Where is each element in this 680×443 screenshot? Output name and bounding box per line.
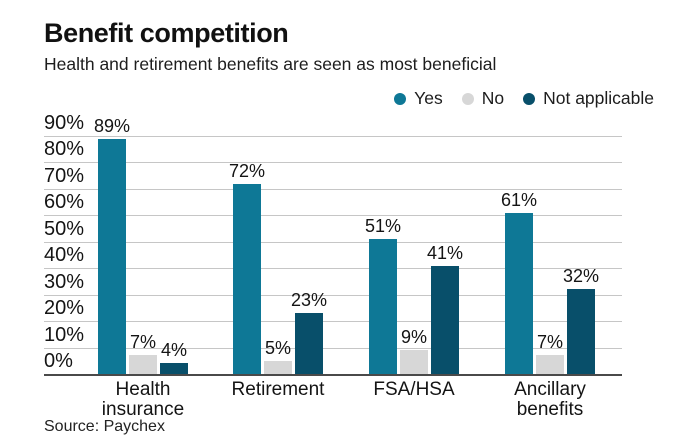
y-axis-tick-label: 30% — [44, 271, 85, 293]
gridline-80 — [44, 162, 622, 163]
legend-label: Not applicable — [543, 88, 654, 108]
gridline-90 — [44, 136, 622, 137]
x-axis-category-label: Retirement — [231, 379, 325, 400]
legend-label: Yes — [414, 88, 443, 108]
bar-value-label: 41% — [426, 243, 464, 263]
bar-value-label: 61% — [500, 190, 538, 210]
bar-value-label: 9% — [400, 327, 428, 347]
bar-value-label: 7% — [129, 332, 157, 352]
y-axis-tick-label: 40% — [44, 244, 85, 266]
bar-value-label: 72% — [228, 161, 266, 181]
bar-value-label: 23% — [290, 290, 328, 310]
legend-dot-icon — [461, 92, 474, 105]
bar-value-label: 5% — [264, 338, 292, 358]
chart-legend: Yes No Not applicable — [394, 88, 654, 109]
y-axis-tick-label: 60% — [44, 191, 85, 213]
bar-value-label: 4% — [160, 340, 188, 360]
gridline-70 — [44, 189, 622, 190]
y-axis-tick-label: 90% — [44, 112, 85, 134]
bar-not-applicable-2 — [431, 266, 459, 374]
bar-yes-1 — [233, 184, 261, 374]
y-axis-tick-label: 80% — [44, 138, 85, 160]
chart-subtitle: Health and retirement benefits are seen … — [44, 54, 497, 74]
y-axis-tick-label: 20% — [44, 297, 85, 319]
legend-item-not-applicable: Not applicable — [523, 88, 654, 109]
bar-no-2 — [400, 350, 428, 374]
gridline-20 — [44, 321, 622, 322]
bar-not-applicable-3 — [567, 289, 595, 374]
bar-value-label: 32% — [562, 266, 600, 286]
legend-label: No — [481, 88, 505, 108]
gridline-10 — [44, 348, 622, 349]
legend-item-yes: Yes — [394, 88, 443, 109]
gridline-30 — [44, 295, 622, 296]
bar-yes-3 — [505, 213, 533, 374]
bar-no-1 — [264, 361, 292, 374]
x-axis-category-label: Ancillary benefits — [514, 379, 586, 420]
gridline-60 — [44, 215, 622, 216]
bar-value-label: 89% — [93, 116, 131, 136]
legend-dot-icon — [394, 92, 407, 105]
y-axis-tick-label: 10% — [44, 324, 85, 346]
gridline-50 — [44, 242, 622, 243]
bar-value-label: 51% — [364, 216, 402, 236]
y-axis-tick-label: 70% — [44, 165, 85, 187]
y-axis-tick-label: 50% — [44, 218, 85, 240]
x-axis-category-label: FSA/HSA — [373, 379, 455, 400]
bar-no-3 — [536, 355, 564, 374]
gridline-40 — [44, 268, 622, 269]
legend-dot-icon — [523, 92, 536, 105]
bar-no-0 — [129, 355, 157, 374]
x-axis-category-label: Health insurance — [101, 379, 185, 420]
chart-title: Benefit competition — [44, 18, 289, 48]
bar-yes-2 — [369, 239, 397, 374]
bar-not-applicable-1 — [295, 313, 323, 374]
x-axis-line — [44, 374, 622, 376]
bar-not-applicable-0 — [160, 363, 188, 374]
y-axis-tick-label: 0% — [44, 350, 73, 372]
source-note: Source: Paychex — [44, 418, 165, 435]
bar-yes-0 — [98, 139, 126, 374]
legend-item-no: No — [461, 88, 505, 109]
bar-value-label: 7% — [536, 332, 564, 352]
